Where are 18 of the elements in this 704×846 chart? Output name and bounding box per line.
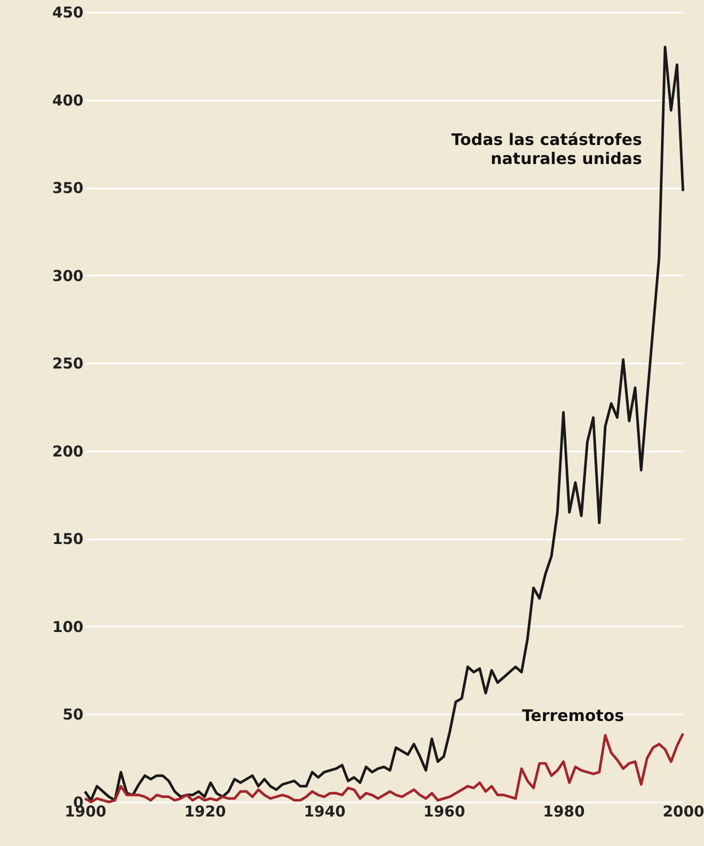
x-tick-label: 2000 xyxy=(662,802,704,820)
y-tick-label: 300 xyxy=(52,266,84,285)
y-tick-label: 100 xyxy=(52,618,84,636)
series-label: Terremotos xyxy=(522,706,624,725)
y-tick-label: 350 xyxy=(52,179,84,198)
y-tick-label: 150 xyxy=(52,530,84,548)
y-tick-label: 50 xyxy=(62,706,84,724)
x-tick-label: 1920 xyxy=(184,802,226,820)
y-tick-label: 400 xyxy=(52,91,84,110)
x-tick-label: 1960 xyxy=(423,802,466,820)
x-tick-label: 1940 xyxy=(304,802,346,820)
series-label: Todas las catástrofes naturales unidas xyxy=(451,130,642,168)
y-tick-label: 200 xyxy=(52,442,84,460)
y-tick-label: 450 xyxy=(52,4,84,22)
x-tick-label: 1980 xyxy=(543,802,585,820)
line-series xyxy=(84,46,684,802)
y-tick-label: 250 xyxy=(52,354,84,373)
line-series xyxy=(84,732,684,804)
